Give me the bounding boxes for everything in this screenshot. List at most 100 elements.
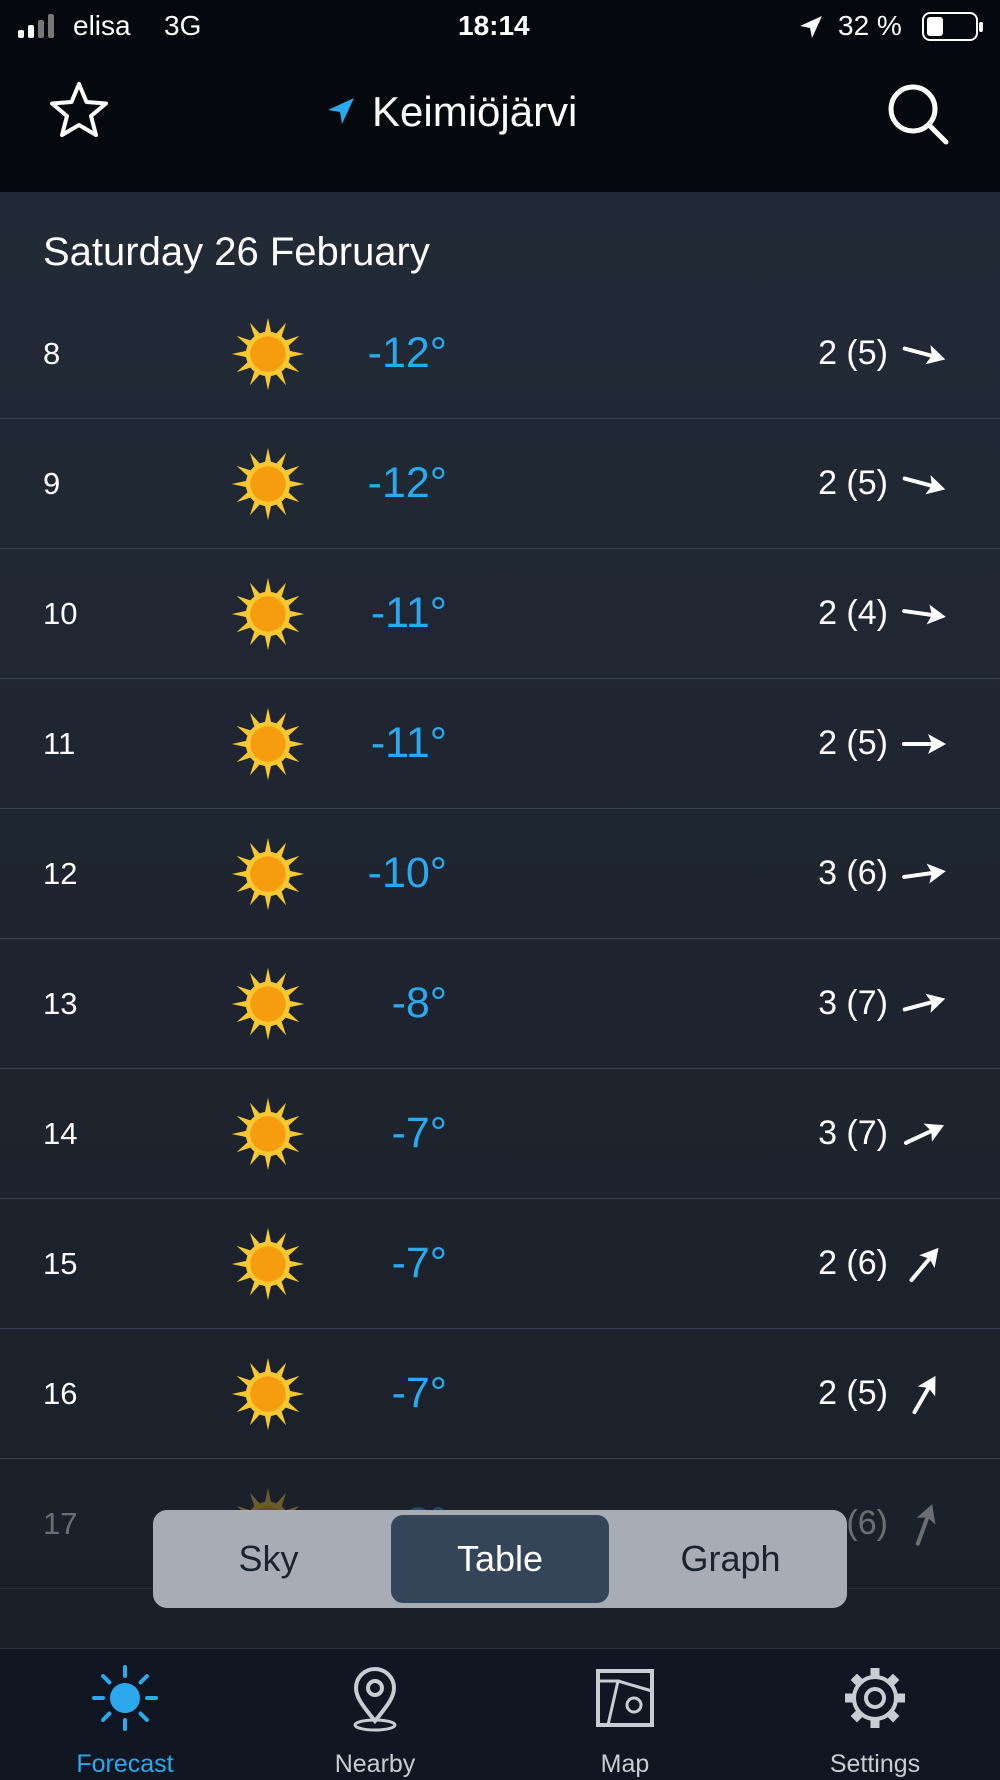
- arrow-head: [925, 475, 946, 495]
- tab[interactable]: Forecast: [0, 1649, 250, 1780]
- arrow-head: [928, 734, 946, 754]
- sun-icon: [231, 317, 305, 391]
- signal-icon: [18, 14, 54, 38]
- sun-ray: [264, 967, 272, 984]
- sun-icon: [231, 1097, 305, 1171]
- forecast-row: 14 -7° 3 (7): [0, 1069, 1000, 1199]
- sun-ray: [288, 480, 305, 488]
- arrow-head: [917, 1375, 936, 1397]
- view-option[interactable]: Table: [391, 1515, 609, 1603]
- arrow-shaft: [915, 1511, 931, 1546]
- sun-ray: [231, 610, 248, 618]
- hour: 13: [43, 986, 78, 1021]
- ray: [101, 1711, 112, 1722]
- location-icon: [800, 16, 822, 38]
- tab-icon: [353, 1667, 397, 1732]
- pin-dot: [366, 1679, 384, 1697]
- wind-arrow: [902, 993, 946, 1013]
- sun-ray: [288, 870, 305, 878]
- sun-ray: [264, 1284, 272, 1301]
- sun-ray: [231, 740, 248, 748]
- sun-core: [250, 986, 286, 1022]
- temperature: -11°: [370, 719, 447, 767]
- wind-arrow-shape: [902, 475, 946, 495]
- sun-ray: [231, 1130, 248, 1138]
- base: [353, 1718, 397, 1732]
- sun-ray: [264, 837, 272, 854]
- sun-icon: [231, 1357, 305, 1431]
- sun-ray: [264, 317, 272, 334]
- forecast-row: 13 -8° 3 (7): [0, 939, 1000, 1069]
- search-button[interactable]: [886, 82, 950, 146]
- sun-ray: [231, 1390, 248, 1398]
- hour: 9: [43, 466, 61, 501]
- battery-text: 32 %: [838, 10, 902, 41]
- wind-arrow-shape: [915, 1504, 936, 1546]
- sun-ray: [288, 1130, 305, 1138]
- sun-ray: [231, 1260, 248, 1268]
- sun-ray: [231, 480, 248, 488]
- day-title: Saturday 26 February: [43, 230, 430, 274]
- wind-arrow: [902, 863, 946, 884]
- sun-icon: [231, 1227, 305, 1301]
- view-option[interactable]: Graph: [680, 1538, 781, 1579]
- tab-label: Settings: [829, 1750, 921, 1778]
- temperature: -7°: [391, 1369, 447, 1417]
- forecast-row: 11 -11° 2 (5): [0, 679, 1000, 809]
- sun-ray: [288, 1390, 305, 1398]
- favorite-button[interactable]: [48, 80, 110, 140]
- gear: [852, 1675, 898, 1721]
- forecast-row: 15 -7° 2 (6): [0, 1199, 1000, 1329]
- sun-ray: [249, 1492, 261, 1509]
- sun-ray: [264, 1414, 272, 1431]
- tab-icon: [845, 1668, 905, 1728]
- view-switch: Sky Table Graph: [153, 1510, 847, 1608]
- sun-icon: [231, 447, 305, 521]
- sun-ray: [275, 1492, 287, 1509]
- rows: 8 -12° 2 (5) 9 -12° 2 (5) 10 -11° 2 (4) 11 -11° 2 (…: [0, 289, 1000, 1648]
- arrow-shaft: [902, 476, 938, 489]
- sun-ray: [264, 577, 272, 594]
- sun: [110, 1683, 140, 1713]
- tab-label: Nearby: [334, 1750, 416, 1778]
- tab-bar: Forecast Nearby Map Settings: [0, 1648, 1000, 1780]
- arrow-shaft: [909, 1253, 935, 1283]
- forecast-table: Saturday 26 February 8 -12° 2 (5) 9 -12° 2 (5…: [0, 192, 1000, 1648]
- arrow-shaft: [902, 999, 938, 1012]
- arrow-shaft: [912, 1382, 933, 1415]
- tab[interactable]: Map: [500, 1649, 750, 1780]
- wind-speed: 2 (6): [818, 1244, 888, 1282]
- view-option[interactable]: Sky: [238, 1538, 299, 1579]
- sun-core: [250, 1246, 286, 1282]
- ray: [138, 1711, 149, 1722]
- wind-arrow: [903, 1123, 945, 1145]
- wind-arrow-shape: [902, 734, 946, 754]
- temperature: -12°: [367, 329, 447, 377]
- hour: 8: [43, 336, 61, 371]
- sun-ray: [231, 870, 248, 878]
- sun-core: [250, 1116, 286, 1152]
- hour: 14: [43, 1116, 78, 1151]
- forecast-row: 10 -11° 2 (4): [0, 549, 1000, 679]
- wind-speed: 3 (6): [818, 854, 888, 892]
- temperature: -8°: [391, 979, 447, 1027]
- sun-core: [250, 466, 286, 502]
- wind-speed: 2 (5): [818, 1374, 888, 1412]
- hour: 11: [43, 726, 76, 761]
- sun-ray: [231, 1000, 248, 1008]
- clock: 18:14: [458, 10, 530, 41]
- sun-ray: [264, 634, 272, 651]
- wind-arrow: [902, 475, 946, 495]
- wind-speed: 3 (7): [818, 984, 888, 1022]
- arrow-head: [925, 993, 946, 1013]
- hour: 10: [43, 596, 78, 631]
- tab[interactable]: Settings: [750, 1649, 1000, 1780]
- tab-icon: [596, 1669, 654, 1727]
- nav-header: Keimiöjärvi: [0, 52, 1000, 192]
- sun-ray: [264, 1487, 272, 1504]
- sun-icon: [231, 577, 305, 651]
- wind-speed: 3 (7): [818, 1114, 888, 1152]
- tab[interactable]: Nearby: [250, 1649, 500, 1780]
- arrow-head: [916, 1504, 936, 1525]
